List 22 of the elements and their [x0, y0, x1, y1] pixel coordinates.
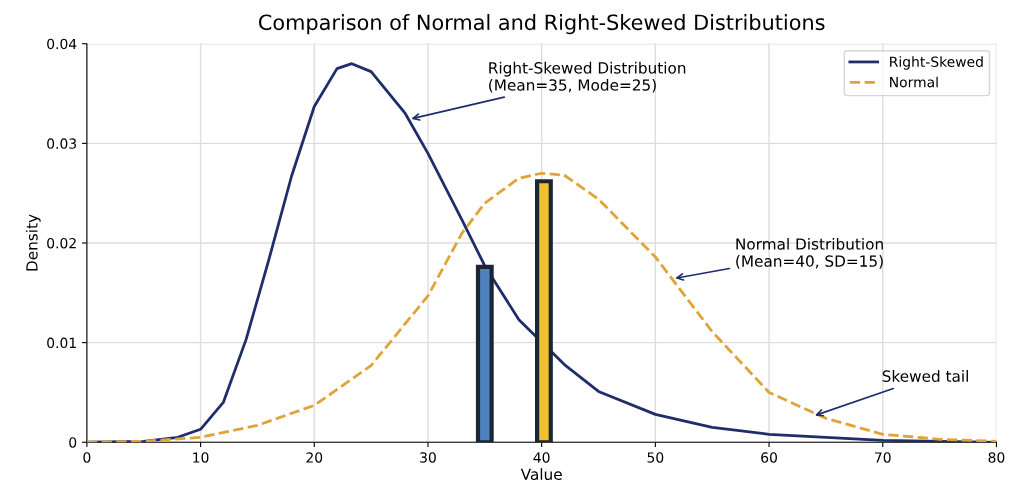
y-tick-label: 0.01 — [47, 337, 76, 349]
annotation: Normal Distribution (Mean=40, SD=15) — [736, 237, 883, 269]
legend-label: Normal — [890, 76, 938, 88]
chart-title: Comparison of Normal and Right-Skewed Distributions — [258, 14, 825, 35]
legend-label: Right-Skewed — [890, 56, 983, 70]
x-tick-label: 0 — [83, 452, 91, 463]
x-tick-label: 60 — [761, 452, 777, 463]
x-tick-label: 30 — [420, 452, 436, 463]
x-tick-label: 80 — [988, 452, 1005, 463]
y-axis-title: Density — [25, 214, 41, 271]
annotation: Right-Skewed Distribution (Mean=35, Mode=25) — [489, 61, 686, 93]
x-axis-title: Value — [520, 468, 562, 481]
x-tick-label: 20 — [306, 452, 323, 463]
x-tick-label: 40 — [533, 452, 550, 463]
x-tick-label: 70 — [875, 452, 891, 463]
y-tick-label: 0.04 — [47, 38, 77, 50]
annotation: Skewed tail — [882, 370, 968, 382]
x-tick-label: 10 — [193, 452, 209, 463]
y-tick-label: 0.02 — [47, 237, 76, 249]
y-tick-label: 0 — [69, 437, 77, 448]
x-tick-label: 50 — [647, 452, 664, 463]
y-tick-label: 0.03 — [47, 138, 77, 149]
